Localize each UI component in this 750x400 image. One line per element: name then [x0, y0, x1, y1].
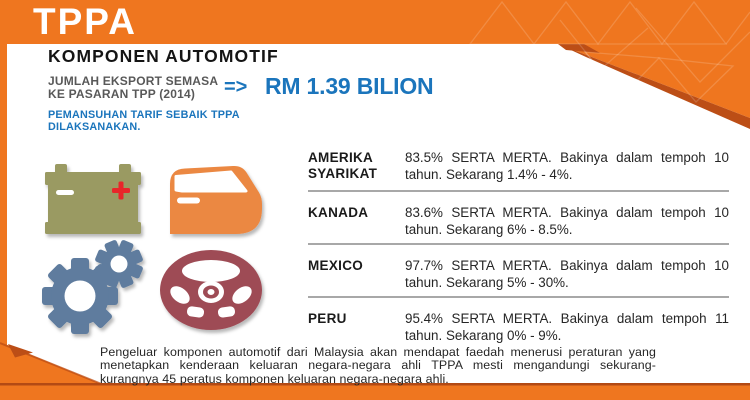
gears-icon — [42, 240, 143, 334]
country-detail: 83.6% SERTA MERTA. Bakinya dalam tempoh … — [405, 205, 729, 237]
export-label-line2: KE PASARAN TPP (2014) — [48, 86, 196, 101]
value-arrow: => — [224, 76, 248, 98]
country-label: PERU — [308, 311, 347, 326]
left-edge-strip — [0, 0, 7, 400]
table-row: PERU 95.4% SERTA MERTA. Bakinya dalam te… — [308, 298, 729, 346]
country-label: AMERIKA SYARIKAT — [308, 150, 378, 181]
tariff-note-line1: PEMANSUHAN TARIF SEBAIK TPPA — [48, 109, 240, 121]
export-label: JUMLAH EKSPORT SEMASA KE PASARAN TPP (20… — [48, 75, 218, 101]
table-row: AMERIKA SYARIKAT 83.5% SERTA MERTA. Baki… — [308, 144, 729, 192]
corner-accent-bottom-left — [0, 342, 104, 385]
export-label-line1: JUMLAH EKSPORT SEMASA — [48, 74, 219, 88]
table-row: KANADA 83.6% SERTA MERTA. Bakinya dalam … — [308, 192, 729, 245]
footer-paragraph: Pengeluar komponen automotif dari Malays… — [100, 345, 656, 386]
door-handle — [177, 197, 200, 204]
steering-wheel-icon — [160, 250, 262, 330]
tariff-note: PEMANSUHAN TARIF SEBAIK TPPA DILAKSANAKA… — [48, 109, 240, 133]
country-detail: 83.5% SERTA MERTA. Bakinya dalam tempoh … — [405, 150, 729, 182]
export-value: RM 1.39 BILION — [265, 73, 434, 99]
header-pattern — [468, 0, 750, 103]
country-detail: 97.7% SERTA MERTA. Bakinya dalam tempoh … — [405, 258, 729, 290]
footer-band — [0, 385, 750, 400]
country-detail: 95.4% SERTA MERTA. Bakinya dalam tempoh … — [405, 311, 729, 343]
battery-minus-sign — [56, 190, 74, 195]
battery-plus-sign — [112, 181, 130, 200]
corner-accent-top-right-shadow — [558, 44, 750, 129]
slide-title: TPPA — [33, 1, 137, 42]
corner-accent-top-right-notch — [558, 44, 600, 53]
battery-icon — [45, 164, 141, 234]
corner-accent-bottom-left-fold — [8, 344, 33, 358]
country-label: MEXICO — [308, 258, 364, 273]
page-title: KOMPONEN AUTOMOTIF — [48, 46, 279, 66]
car-door-icon — [170, 165, 262, 234]
country-label: KANADA — [308, 205, 369, 220]
corner-accent-bottom-left-edge — [0, 342, 105, 386]
tariff-note-line2: DILAKSANAKAN. — [48, 120, 141, 133]
tariff-table: AMERIKA SYARIKAT 83.5% SERTA MERTA. Baki… — [308, 144, 729, 346]
table-row: MEXICO 97.7% SERTA MERTA. Bakinya dalam … — [308, 245, 729, 298]
